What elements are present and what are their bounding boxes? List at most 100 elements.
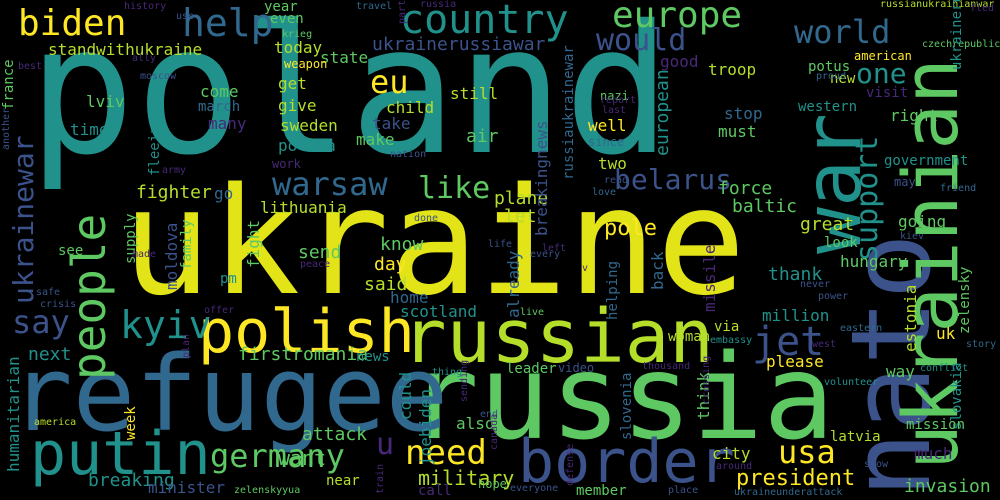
word: zelensky (957, 266, 973, 334)
word: humanitarian (4, 356, 23, 472)
word: warsaw (272, 165, 388, 203)
word: troop (708, 60, 757, 79)
word: eu (370, 63, 409, 101)
word: usa (778, 433, 836, 471)
word: russianukrainianwar (880, 0, 995, 10)
word: week (123, 406, 139, 440)
word: also (456, 414, 495, 433)
word: must (718, 122, 757, 141)
word: know (380, 234, 424, 255)
word: live (520, 307, 545, 318)
word: plan (181, 333, 192, 358)
word: crisis (40, 299, 77, 310)
word: call (418, 483, 452, 499)
word: said (364, 274, 408, 295)
word: ukraineunderattack (734, 487, 843, 498)
word: proud (816, 71, 847, 82)
word: left (542, 243, 567, 254)
word: send (298, 242, 342, 263)
word: weapon (284, 57, 328, 71)
word: end (480, 409, 499, 420)
word: kiev (900, 231, 925, 242)
word: plane (494, 188, 549, 209)
word: give (278, 96, 317, 115)
word: kyiv (120, 303, 212, 347)
word: place (668, 485, 699, 496)
word: border (518, 427, 735, 497)
word: year (264, 0, 298, 15)
word: conflict (920, 363, 969, 374)
word: joebiden (416, 388, 435, 466)
word: let (504, 206, 537, 227)
word: child (386, 98, 435, 117)
word: much (914, 444, 953, 463)
word: latvia (830, 429, 881, 445)
word: belarus (614, 163, 733, 196)
word: could (396, 371, 415, 420)
word: breaking (88, 470, 175, 491)
word: show (864, 459, 889, 470)
word: state (320, 48, 369, 67)
word: via (714, 319, 740, 335)
word: crossing (701, 355, 712, 404)
word: back (648, 251, 667, 290)
word: story (966, 339, 997, 350)
word: video (558, 361, 595, 375)
word: lithuania (260, 198, 347, 217)
word: safe (36, 287, 61, 298)
word: need (405, 433, 487, 473)
word: european (652, 69, 673, 156)
word: potus (808, 59, 851, 75)
word: firstromania (238, 344, 369, 365)
word: even (270, 11, 304, 27)
word: done (414, 213, 439, 224)
word: never (800, 279, 831, 290)
word: power (818, 291, 849, 302)
word: home (390, 288, 429, 307)
word: fighter (136, 182, 212, 203)
word: ukraine (122, 156, 746, 328)
word: two (598, 154, 627, 173)
word: family (179, 219, 195, 270)
word: life (488, 239, 513, 250)
word: putin (30, 419, 211, 489)
word: many (208, 114, 247, 133)
word: refugee (10, 333, 449, 455)
word: read (604, 175, 629, 186)
word: million (762, 306, 830, 325)
word: people (62, 213, 116, 380)
word: since (588, 135, 625, 149)
word: ukrainerussiawar (372, 34, 546, 55)
word: want (278, 446, 327, 470)
word: today (274, 38, 323, 57)
word: biden (18, 3, 127, 44)
word: time (70, 120, 109, 139)
word: come (200, 82, 239, 101)
word: thank (768, 264, 823, 285)
word: eastern (840, 323, 883, 334)
word: russiaukrainewar (561, 45, 577, 180)
word: good (660, 52, 699, 71)
word: force (718, 178, 773, 199)
word: love (592, 187, 617, 198)
word: helping (605, 260, 621, 320)
word: still (450, 84, 499, 103)
word: czechrepublic (922, 39, 1000, 50)
word: embassy (710, 335, 753, 346)
word: friend (940, 183, 977, 194)
word: news (356, 349, 390, 365)
word: russia (420, 0, 457, 10)
word: air (466, 126, 499, 147)
word: pole (604, 216, 657, 241)
word: u (376, 427, 395, 462)
word: attack (302, 424, 368, 445)
word: thousand (642, 361, 691, 372)
word: like (418, 171, 491, 206)
word: america (34, 417, 77, 428)
word: american (854, 49, 912, 63)
word: president (736, 466, 856, 491)
word: report (600, 95, 637, 106)
word: ukrainewar (7, 135, 40, 304)
word: best (18, 61, 43, 72)
